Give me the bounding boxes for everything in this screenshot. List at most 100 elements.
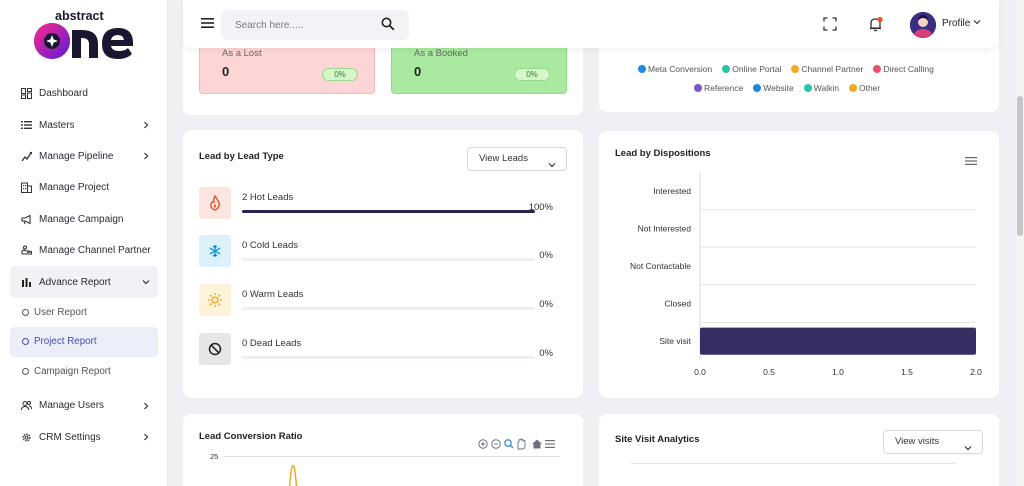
progress-track <box>242 307 535 310</box>
lead-type-percent: 0% <box>539 299 553 310</box>
sidebar-item-advance-report[interactable]: Advance Report <box>10 266 158 298</box>
category-label: Interested <box>653 186 691 196</box>
lost-stat: As a Lost 0 0% <box>199 42 375 94</box>
sidebar-nav: Dashboard Masters Manage Pipeline Manage… <box>10 78 158 453</box>
chart-toolbar <box>478 438 563 450</box>
menu-icon[interactable] <box>201 17 215 29</box>
booked-label: As a Booked <box>414 48 468 59</box>
lead-type-row-hot: 2 Hot Leads 100% <box>199 187 569 219</box>
legend-label: Other <box>858 83 881 93</box>
chevron-down-icon <box>142 278 150 286</box>
sidebar-item-label: CRM Settings <box>39 431 101 443</box>
sidebar-item-dashboard[interactable]: Dashboard <box>10 78 158 109</box>
dashboard-icon <box>20 88 32 100</box>
y-tick-label: 25 <box>210 452 219 461</box>
top-bar: Profile <box>183 0 999 48</box>
legend-swatch <box>638 65 646 73</box>
sidebar-item-manage-pipeline[interactable]: Manage Pipeline <box>10 141 158 172</box>
circle-icon <box>22 367 29 375</box>
profile-label: Profile <box>942 18 971 29</box>
conversion-chart-line <box>288 465 298 486</box>
category-label: Not Contactable <box>630 261 691 271</box>
legend-swatch <box>722 65 731 73</box>
chevron-right-icon <box>142 402 150 410</box>
legend-label: Reference <box>704 83 744 93</box>
legend-item[interactable]: Other <box>848 83 881 93</box>
home-icon[interactable] <box>532 439 542 449</box>
menu-icon[interactable] <box>545 440 555 448</box>
category-label: Not Interested <box>638 223 692 233</box>
sidebar-item-label: Manage Channel Partner <box>39 245 151 257</box>
avatar[interactable] <box>910 12 936 38</box>
dispositions-chart: Interested Not Interested Not Contactable C… <box>630 172 982 377</box>
sidebar-item-manage-users[interactable]: Manage Users <box>10 390 158 421</box>
megaphone-icon <box>20 213 32 225</box>
zoom-in-icon[interactable] <box>478 439 488 449</box>
chevron-down-icon <box>548 156 556 168</box>
chevron-right-icon <box>142 121 150 129</box>
legend-item[interactable]: Reference <box>694 83 743 93</box>
sidebar-item-label: Dashboard <box>39 88 88 100</box>
sidebar-item-label: Advance Report <box>39 276 111 288</box>
legend-item[interactable]: Walkin <box>803 83 839 93</box>
sidebar-item-label: Masters <box>39 119 75 131</box>
legend-item[interactable]: Meta Conversion <box>638 64 712 74</box>
booked-stat: As a Booked 0 0% <box>391 42 567 94</box>
lead-type-label: 0 Dead Leads <box>242 338 302 349</box>
sidebar-item-label: Manage Pipeline <box>39 150 114 162</box>
x-tick-label: 1.0 <box>832 367 844 377</box>
sidebar-item-manage-campaign[interactable]: Manage Campaign <box>10 204 158 235</box>
view-leads-dropdown[interactable]: View Leads <box>467 147 567 171</box>
legend-item[interactable]: Online Portal <box>722 64 781 74</box>
legend-item[interactable]: Direct Calling <box>873 64 934 74</box>
lead-type-card: Lead by Lead Type View Leads 2 Hot Leads… <box>183 130 583 398</box>
building-icon <box>20 182 32 194</box>
gridline <box>223 456 560 457</box>
sidebar-item-manage-channel-partner[interactable]: Manage Channel Partner <box>10 235 158 266</box>
legend-label: Meta Conversion <box>648 64 713 74</box>
lost-label: As a Lost <box>222 48 262 59</box>
sidebar-subitem-campaign-report[interactable]: Campaign Report <box>10 357 158 387</box>
lead-type-label: 2 Hot Leads <box>242 192 294 203</box>
lead-type-row-warm: 0 Warm Leads 0% <box>199 284 569 316</box>
scrollbar[interactable] <box>1016 0 1024 486</box>
sidebar-subitem-project-report[interactable]: Project Report <box>10 327 158 357</box>
chevron-right-icon <box>142 152 150 160</box>
pan-hand-icon[interactable] <box>517 438 526 450</box>
legend-item[interactable]: Website <box>753 83 794 93</box>
sidebar: abstract Dashboard <box>0 0 168 486</box>
legend-label: Online Portal <box>732 64 782 74</box>
legend-label: Website <box>763 83 794 93</box>
chart-menu-icon[interactable] <box>965 156 977 169</box>
legend-label: Channel Partner <box>801 64 864 74</box>
zoom-out-icon[interactable] <box>491 439 501 449</box>
card-title: Lead by Lead Type <box>199 151 284 162</box>
legend-item[interactable]: Channel Partner <box>791 64 863 74</box>
notification-bell-icon[interactable] <box>868 16 884 32</box>
profile-menu[interactable]: Profile <box>942 18 981 29</box>
sidebar-item-crm-settings[interactable]: CRM Settings <box>10 422 158 453</box>
magnifier-icon[interactable] <box>504 439 514 449</box>
view-visits-dropdown[interactable]: View visits <box>883 430 983 454</box>
legend-swatch <box>873 65 882 73</box>
search-icon[interactable] <box>381 17 395 31</box>
booked-value: 0 <box>414 64 422 79</box>
legend-swatch <box>753 84 762 92</box>
app-logo[interactable]: abstract <box>32 8 142 62</box>
gear-icon <box>20 431 32 443</box>
fire-icon <box>199 187 231 219</box>
lead-type-percent: 0% <box>539 250 553 261</box>
scrollbar-thumb[interactable] <box>1017 96 1023 236</box>
sidebar-subitem-label: Campaign Report <box>34 365 111 377</box>
chevron-right-icon <box>142 433 150 441</box>
bar[interactable] <box>700 327 976 355</box>
sidebar-subitem-user-report[interactable]: User Report <box>10 298 158 328</box>
fullscreen-icon[interactable] <box>823 17 837 31</box>
lost-percent-badge: 0% <box>322 68 358 81</box>
sidebar-item-label: Manage Users <box>39 400 105 412</box>
progress-track <box>242 258 535 261</box>
source-legend-row-2: Reference Website Walkin Other <box>694 83 890 93</box>
search-input[interactable] <box>235 17 375 33</box>
sidebar-item-masters[interactable]: Masters <box>10 109 158 140</box>
sidebar-item-manage-project[interactable]: Manage Project <box>10 172 158 203</box>
